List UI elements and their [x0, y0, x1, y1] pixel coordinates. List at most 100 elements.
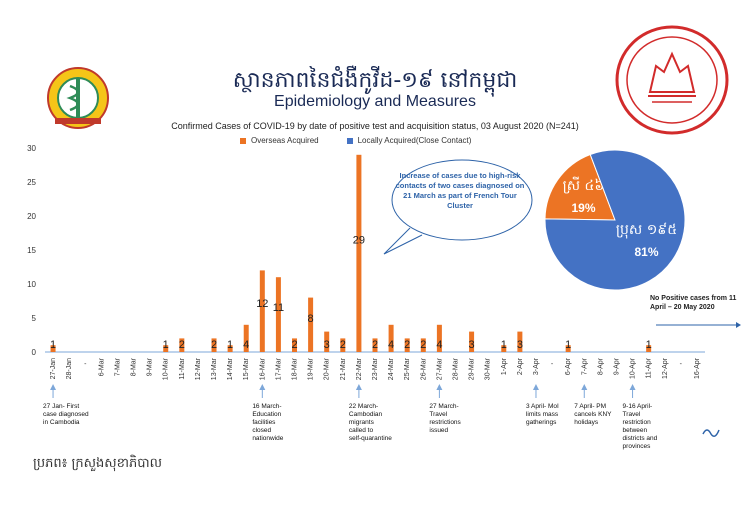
callout-bubble: [383, 159, 533, 255]
bar: [501, 345, 507, 352]
bar: [372, 338, 378, 352]
annotation-text: 27 Jan- First case diagnosed in Cambodia: [43, 403, 89, 426]
annotation-arrowhead: [436, 384, 443, 390]
legend-swatch-local: [346, 137, 353, 144]
annotation-text: 16 March-Education facilities closed nation…: [252, 403, 283, 442]
no-positive-note: No Positive cases from 11 April – 20 May…: [650, 295, 737, 311]
x-tick-label: 2-Apr: [517, 357, 524, 375]
bar-value-label: 4: [388, 339, 394, 351]
bar: [324, 331, 330, 352]
bar-value-label: 1: [227, 339, 233, 351]
x-tick-label: 19-Mar: [308, 357, 315, 380]
bar-value-label: 8: [308, 313, 314, 325]
bar: [308, 297, 314, 352]
annotation-arrowhead: [259, 384, 266, 390]
bar-value-label: 4: [243, 339, 249, 351]
pie-slice-percent: 19%: [571, 201, 595, 215]
bar: [275, 277, 281, 352]
x-tick-label: 16-Apr: [694, 357, 701, 379]
x-tick-label: 6-Apr: [565, 357, 572, 375]
y-tick-label: 15: [27, 246, 36, 255]
bar-value-label: 3: [517, 339, 523, 351]
x-tick-label: 28-Jan: [66, 358, 73, 380]
x-tick-label: 10-Mar: [163, 357, 170, 380]
annotation-text: 3 April- MoI limits mass gatherings: [526, 403, 559, 426]
x-tick-label: 11-Apr: [646, 357, 653, 378]
bar: [388, 324, 394, 352]
annotation-arrowhead: [355, 384, 362, 390]
y-tick-label: 30: [27, 144, 36, 153]
bar-value-label: 4: [436, 339, 442, 351]
bar-value-label: 2: [420, 339, 426, 351]
legend-swatch-overseas: [240, 137, 246, 144]
x-tick-label: 20-Mar: [324, 357, 331, 380]
x-tick-label: 11-Mar: [179, 357, 186, 379]
x-tick-label: 6-Mar: [98, 357, 105, 376]
y-tick-label: 5: [32, 314, 37, 323]
x-tick-label: 8-Apr: [597, 357, 604, 375]
pie-slice-label: ស្រី ៤៦: [563, 176, 605, 194]
bar-value-label: 1: [501, 339, 507, 351]
x-tick-label: 24-Mar: [388, 357, 395, 380]
bar-value-label: 3: [324, 339, 330, 351]
x-tick-label: 7-Apr: [581, 357, 588, 375]
x-tick-label: 29-Mar: [469, 357, 476, 380]
y-tick-label: 0: [32, 348, 37, 357]
bar-value-label: 2: [372, 339, 378, 351]
bar: [227, 345, 233, 352]
legend-item-local: Locally Acquired(Close Contact): [346, 136, 472, 145]
bar: [340, 338, 346, 352]
legend-label-overseas: Overseas Acquired: [251, 136, 319, 145]
x-tick-label: 12-Mar: [195, 357, 202, 380]
annotation-arrowhead: [629, 384, 636, 390]
bar-value-label: 2: [179, 339, 185, 351]
bar: [292, 338, 298, 352]
bar: [50, 345, 56, 352]
legend-item-overseas: Overseas Acquired: [240, 136, 319, 145]
legend-label-local: Locally Acquired(Close Contact): [357, 136, 472, 145]
official-stamp: [615, 25, 729, 135]
bar: [646, 345, 652, 352]
bar-value-label: 11: [273, 302, 284, 314]
title-english: Epidemiology and Measures: [274, 93, 476, 110]
annotation-arrowhead: [532, 384, 539, 390]
x-tick-label: 21-Mar: [340, 357, 347, 380]
x-tick-label: 25-Mar: [404, 357, 411, 380]
x-tick-label: 9-Mar: [147, 357, 154, 376]
x-tick-label: 13-Mar: [211, 357, 218, 380]
annotation-arrowhead: [50, 384, 57, 390]
x-tick-label: 16-Mar: [259, 357, 266, 380]
x-tick-gap-marker: -: [551, 361, 554, 368]
y-tick-label: 25: [27, 178, 36, 187]
chart-subtitle: Confirmed Cases of COVID-19 by date of p…: [171, 121, 579, 131]
x-tick-label: 8-Mar: [131, 357, 138, 376]
y-tick-label: 20: [27, 212, 36, 221]
x-tick-label: 9-Apr: [613, 357, 620, 375]
bar: [565, 345, 571, 352]
x-tick-label: 1-Apr: [501, 357, 508, 375]
x-tick-label: 17-Mar: [275, 357, 282, 380]
bar: [404, 338, 410, 352]
signature-mark: [702, 429, 720, 437]
x-tick-label: 12-Apr: [662, 357, 669, 379]
annotation-text: 27 March-Travel restrictions issued: [429, 403, 461, 434]
x-tick-gap-marker: -: [680, 361, 683, 368]
bar-value-label: 1: [646, 339, 652, 351]
bar-value-label: 1: [163, 339, 169, 351]
x-tick-label: 22-Mar: [356, 357, 363, 380]
pie-slice-label: ប្រុស ១៩៥: [616, 222, 677, 239]
x-tick-gap-marker: -: [84, 361, 87, 368]
x-tick-label: 3-Apr: [533, 357, 540, 375]
callout-text: Increase of cases due to high-risk conta…: [395, 171, 525, 210]
bar-value-label: 2: [404, 339, 410, 351]
y-tick-label: 10: [27, 280, 36, 289]
x-tick-label: 28-Mar: [452, 357, 459, 380]
bar-value-label: 3: [469, 339, 475, 351]
bar: [420, 338, 426, 352]
legend: Overseas Acquired Locally Acquired(Close…: [240, 136, 471, 145]
x-tick-label: 26-Mar: [420, 357, 427, 380]
bar-value-label: 2: [340, 339, 346, 351]
x-tick-label: 27-Mar: [436, 357, 443, 380]
x-tick-label: 15-Mar: [243, 357, 250, 380]
